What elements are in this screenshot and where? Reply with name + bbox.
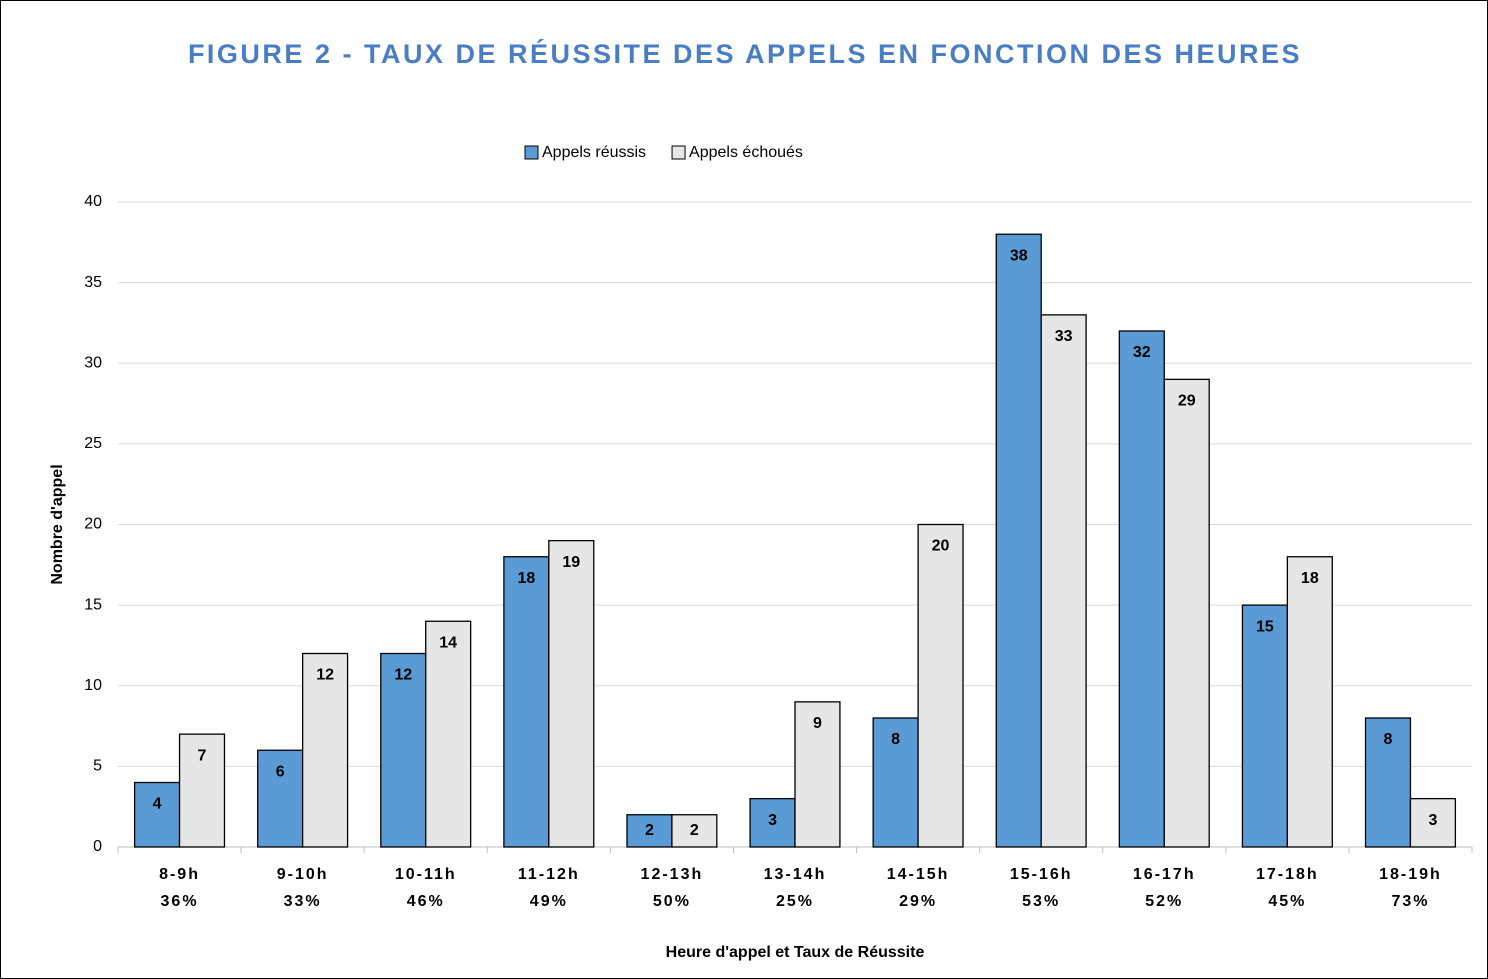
x-tick-label: 9-10h: [277, 866, 329, 883]
x-tick-label: 46%: [407, 893, 445, 910]
data-label: 15: [1256, 618, 1274, 635]
x-tick-label: 17-18h: [1256, 866, 1319, 883]
x-tick-label: 73%: [1391, 893, 1429, 910]
data-label: 29: [1178, 393, 1196, 410]
bar: [872, 717, 919, 848]
bar: [671, 814, 718, 848]
x-tick-label: 52%: [1145, 893, 1183, 910]
data-label: 32: [1133, 344, 1151, 361]
data-label: 9: [813, 715, 822, 732]
x-tick-label: 29%: [899, 893, 937, 910]
bar: [794, 701, 841, 848]
legend-label: Appels réussis: [542, 144, 646, 161]
y-axis-label: Nombre d'appel: [49, 464, 66, 584]
bar: [1409, 797, 1457, 848]
bar: [1364, 717, 1412, 848]
x-tick-label: 50%: [653, 893, 691, 910]
x-tick-label: 11-12h: [518, 866, 580, 883]
data-label: 8: [891, 731, 900, 748]
data-label: 2: [690, 822, 699, 839]
bar: [1163, 378, 1210, 848]
data-label: 6: [276, 763, 285, 780]
x-tick-label: 13-14h: [764, 866, 827, 883]
x-tick-label: 25%: [776, 893, 814, 910]
data-label: 7: [198, 747, 207, 764]
data-label: 20: [932, 538, 950, 555]
legend-label: Appels échoués: [689, 144, 803, 161]
legend-swatch: [524, 145, 539, 160]
x-axis-label: Heure d'appel et Taux de Réussite: [666, 944, 925, 961]
data-label: 12: [316, 667, 334, 684]
x-tick-label: 49%: [530, 893, 568, 910]
bar: [380, 652, 427, 848]
y-tick-label: 0: [93, 838, 102, 855]
y-tick-label: 35: [84, 274, 102, 291]
bar: [995, 233, 1042, 848]
data-label: 2: [645, 822, 654, 839]
bar: [257, 749, 304, 848]
bar: [503, 556, 550, 848]
x-tick-label: 18-19h: [1379, 866, 1442, 883]
bar: [1040, 314, 1087, 848]
x-tick-label: 33%: [284, 893, 322, 910]
y-tick-label: 40: [84, 193, 102, 210]
x-tick-label: 15-16h: [1010, 866, 1073, 883]
bar: [1241, 604, 1289, 848]
x-tick-label: 16-17h: [1133, 866, 1196, 883]
y-tick-label: 10: [84, 677, 102, 694]
data-label: 19: [562, 554, 580, 571]
x-tick-label: 36%: [161, 893, 199, 910]
bar: [548, 539, 595, 848]
x-tick-label: 10-11h: [395, 866, 457, 883]
bar: [749, 797, 796, 848]
data-label: 4: [153, 796, 162, 813]
bar: [1118, 330, 1165, 848]
chart-title: FIGURE 2 - TAUX DE RÉUSSITE DES APPELS E…: [187, 39, 1303, 69]
y-tick-label: 25: [84, 435, 102, 452]
data-label: 38: [1010, 247, 1028, 264]
y-tick-label: 20: [84, 516, 102, 533]
x-tick-label: 14-15h: [887, 866, 950, 883]
data-label: 18: [1301, 570, 1319, 587]
data-label: 12: [394, 667, 412, 684]
bar: [178, 733, 226, 848]
y-tick-label: 30: [84, 354, 102, 371]
x-tick-label: 8-9h: [159, 866, 200, 883]
data-label: 18: [517, 570, 535, 587]
bar: [133, 781, 181, 848]
x-tick-label: 53%: [1022, 893, 1060, 910]
data-label: 33: [1055, 328, 1073, 345]
bar: [1286, 556, 1333, 848]
y-tick-label: 5: [93, 758, 102, 775]
data-label: 14: [439, 634, 457, 651]
bar: [425, 620, 472, 848]
x-tick-label: 45%: [1268, 893, 1306, 910]
bar: [917, 523, 964, 848]
bar: [301, 652, 349, 848]
legend-swatch: [671, 145, 686, 160]
data-label: 3: [768, 812, 777, 829]
y-tick-label: 15: [84, 596, 102, 613]
data-label: 8: [1384, 731, 1393, 748]
data-label: 3: [1428, 812, 1437, 829]
x-tick-label: 12-13h: [641, 866, 704, 883]
bar: [626, 814, 673, 848]
